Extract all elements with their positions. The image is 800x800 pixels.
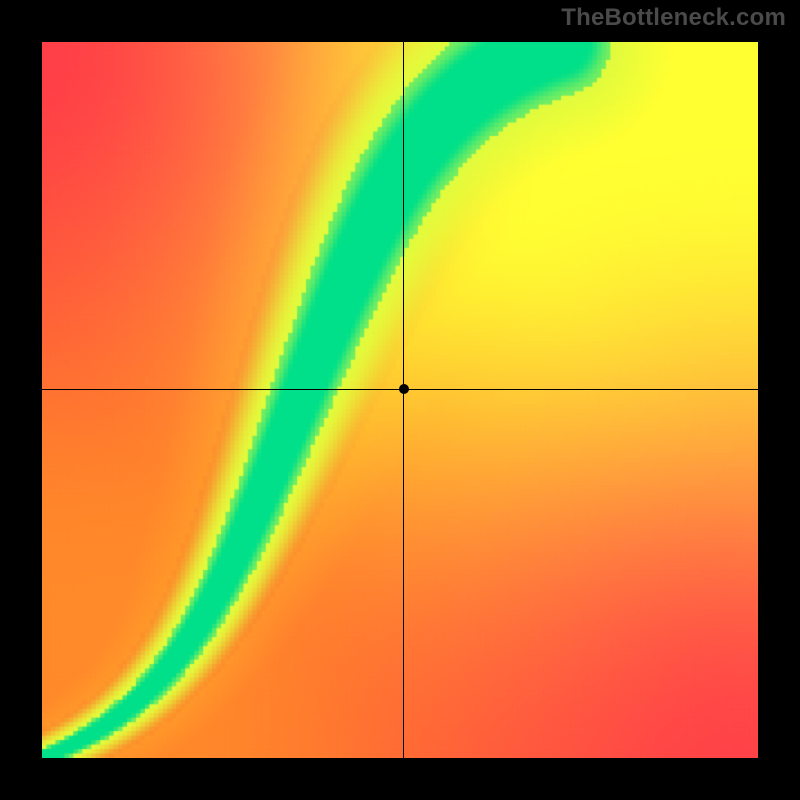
watermark-text: TheBottleneck.com <box>561 4 786 32</box>
data-point-marker <box>399 384 409 394</box>
chart-container: TheBottleneck.com <box>0 0 800 800</box>
plot-area <box>42 42 758 758</box>
crosshair-vertical <box>403 42 404 758</box>
heatmap-canvas <box>42 42 758 758</box>
